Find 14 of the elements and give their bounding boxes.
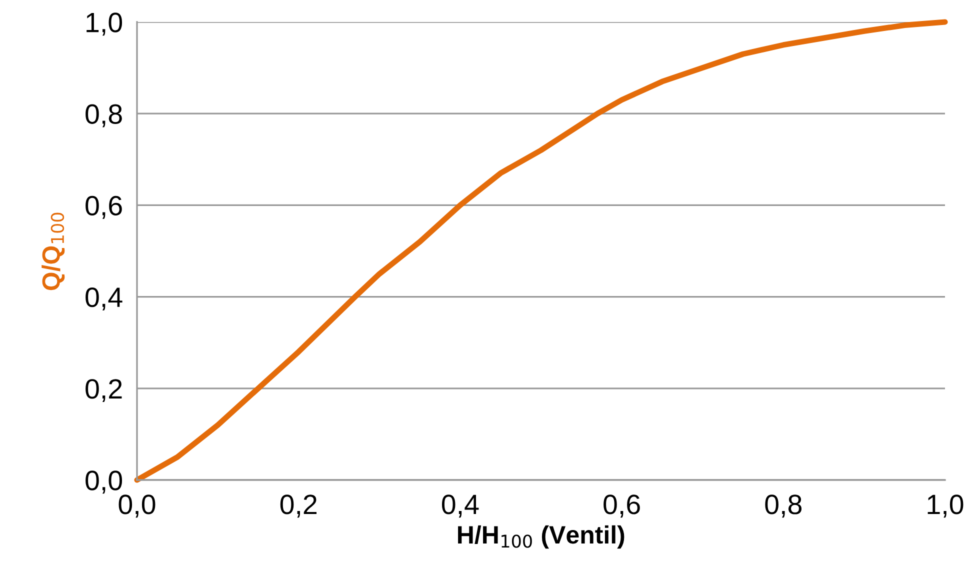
x-tick-label: 0,4	[442, 494, 479, 518]
x-tick-label: 0,2	[280, 494, 317, 518]
y-tick-label: 0,6	[86, 196, 122, 219]
y-tick-label: 0,4	[86, 287, 122, 310]
x-tick-label: 0,6	[604, 494, 640, 518]
y-tick-label: 1,0	[86, 12, 122, 36]
x-tick-label: 0,8	[765, 494, 802, 518]
x-tick-label: 1,0	[928, 494, 964, 518]
x-tick-label: 0,0	[118, 494, 156, 518]
x-axis-title: H/H$_{100}$ (Ventil)	[458, 525, 624, 549]
y-tick-label: 0,8	[86, 104, 122, 128]
y-tick-label: 0,0	[86, 470, 122, 494]
y-tick-label: 0,2	[86, 379, 122, 402]
y-axis-title: Q/Q$_{100}$	[42, 212, 65, 290]
